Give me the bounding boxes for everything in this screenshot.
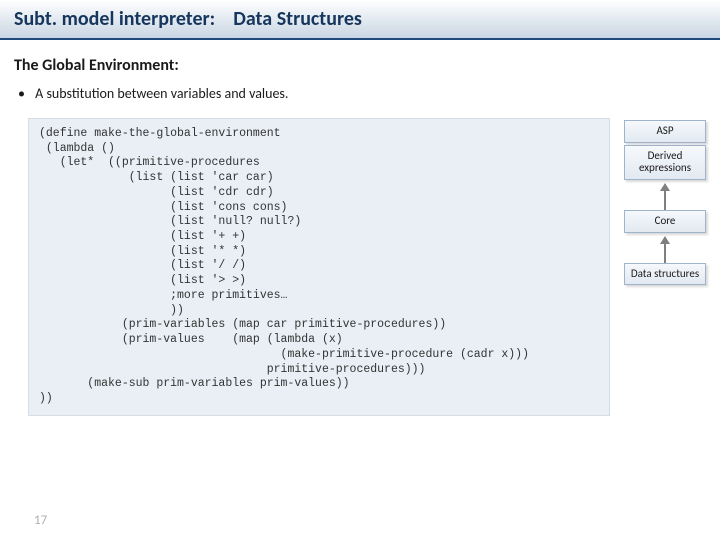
arrow-icon (664, 236, 666, 260)
box-core: Core (624, 210, 706, 233)
arrow-icon (664, 183, 666, 207)
slide-title: Subt. model interpreter: Data Structures (14, 7, 362, 31)
title-prefix: Subt. model interpreter: (14, 7, 215, 31)
section-header: The Global Environment: (0, 40, 720, 81)
title-bar: Subt. model interpreter: Data Structures (0, 0, 720, 40)
side-column: ASP Derived expressions Core Data struct… (620, 118, 710, 285)
bullet-text: A substitution between variables and val… (35, 85, 288, 102)
box-asp: ASP (624, 120, 706, 143)
box-derived: Derived expressions (624, 145, 706, 180)
content-row: (define make-the-global-environment (lam… (0, 114, 720, 416)
box-data: Data structures (624, 263, 706, 286)
bullet-dot: • (18, 85, 32, 102)
bullet-line: • A substitution between variables and v… (0, 81, 720, 114)
title-main: Data Structures (233, 7, 362, 31)
page-number: 17 (34, 513, 47, 528)
code-block: (define make-the-global-environment (lam… (28, 118, 610, 416)
